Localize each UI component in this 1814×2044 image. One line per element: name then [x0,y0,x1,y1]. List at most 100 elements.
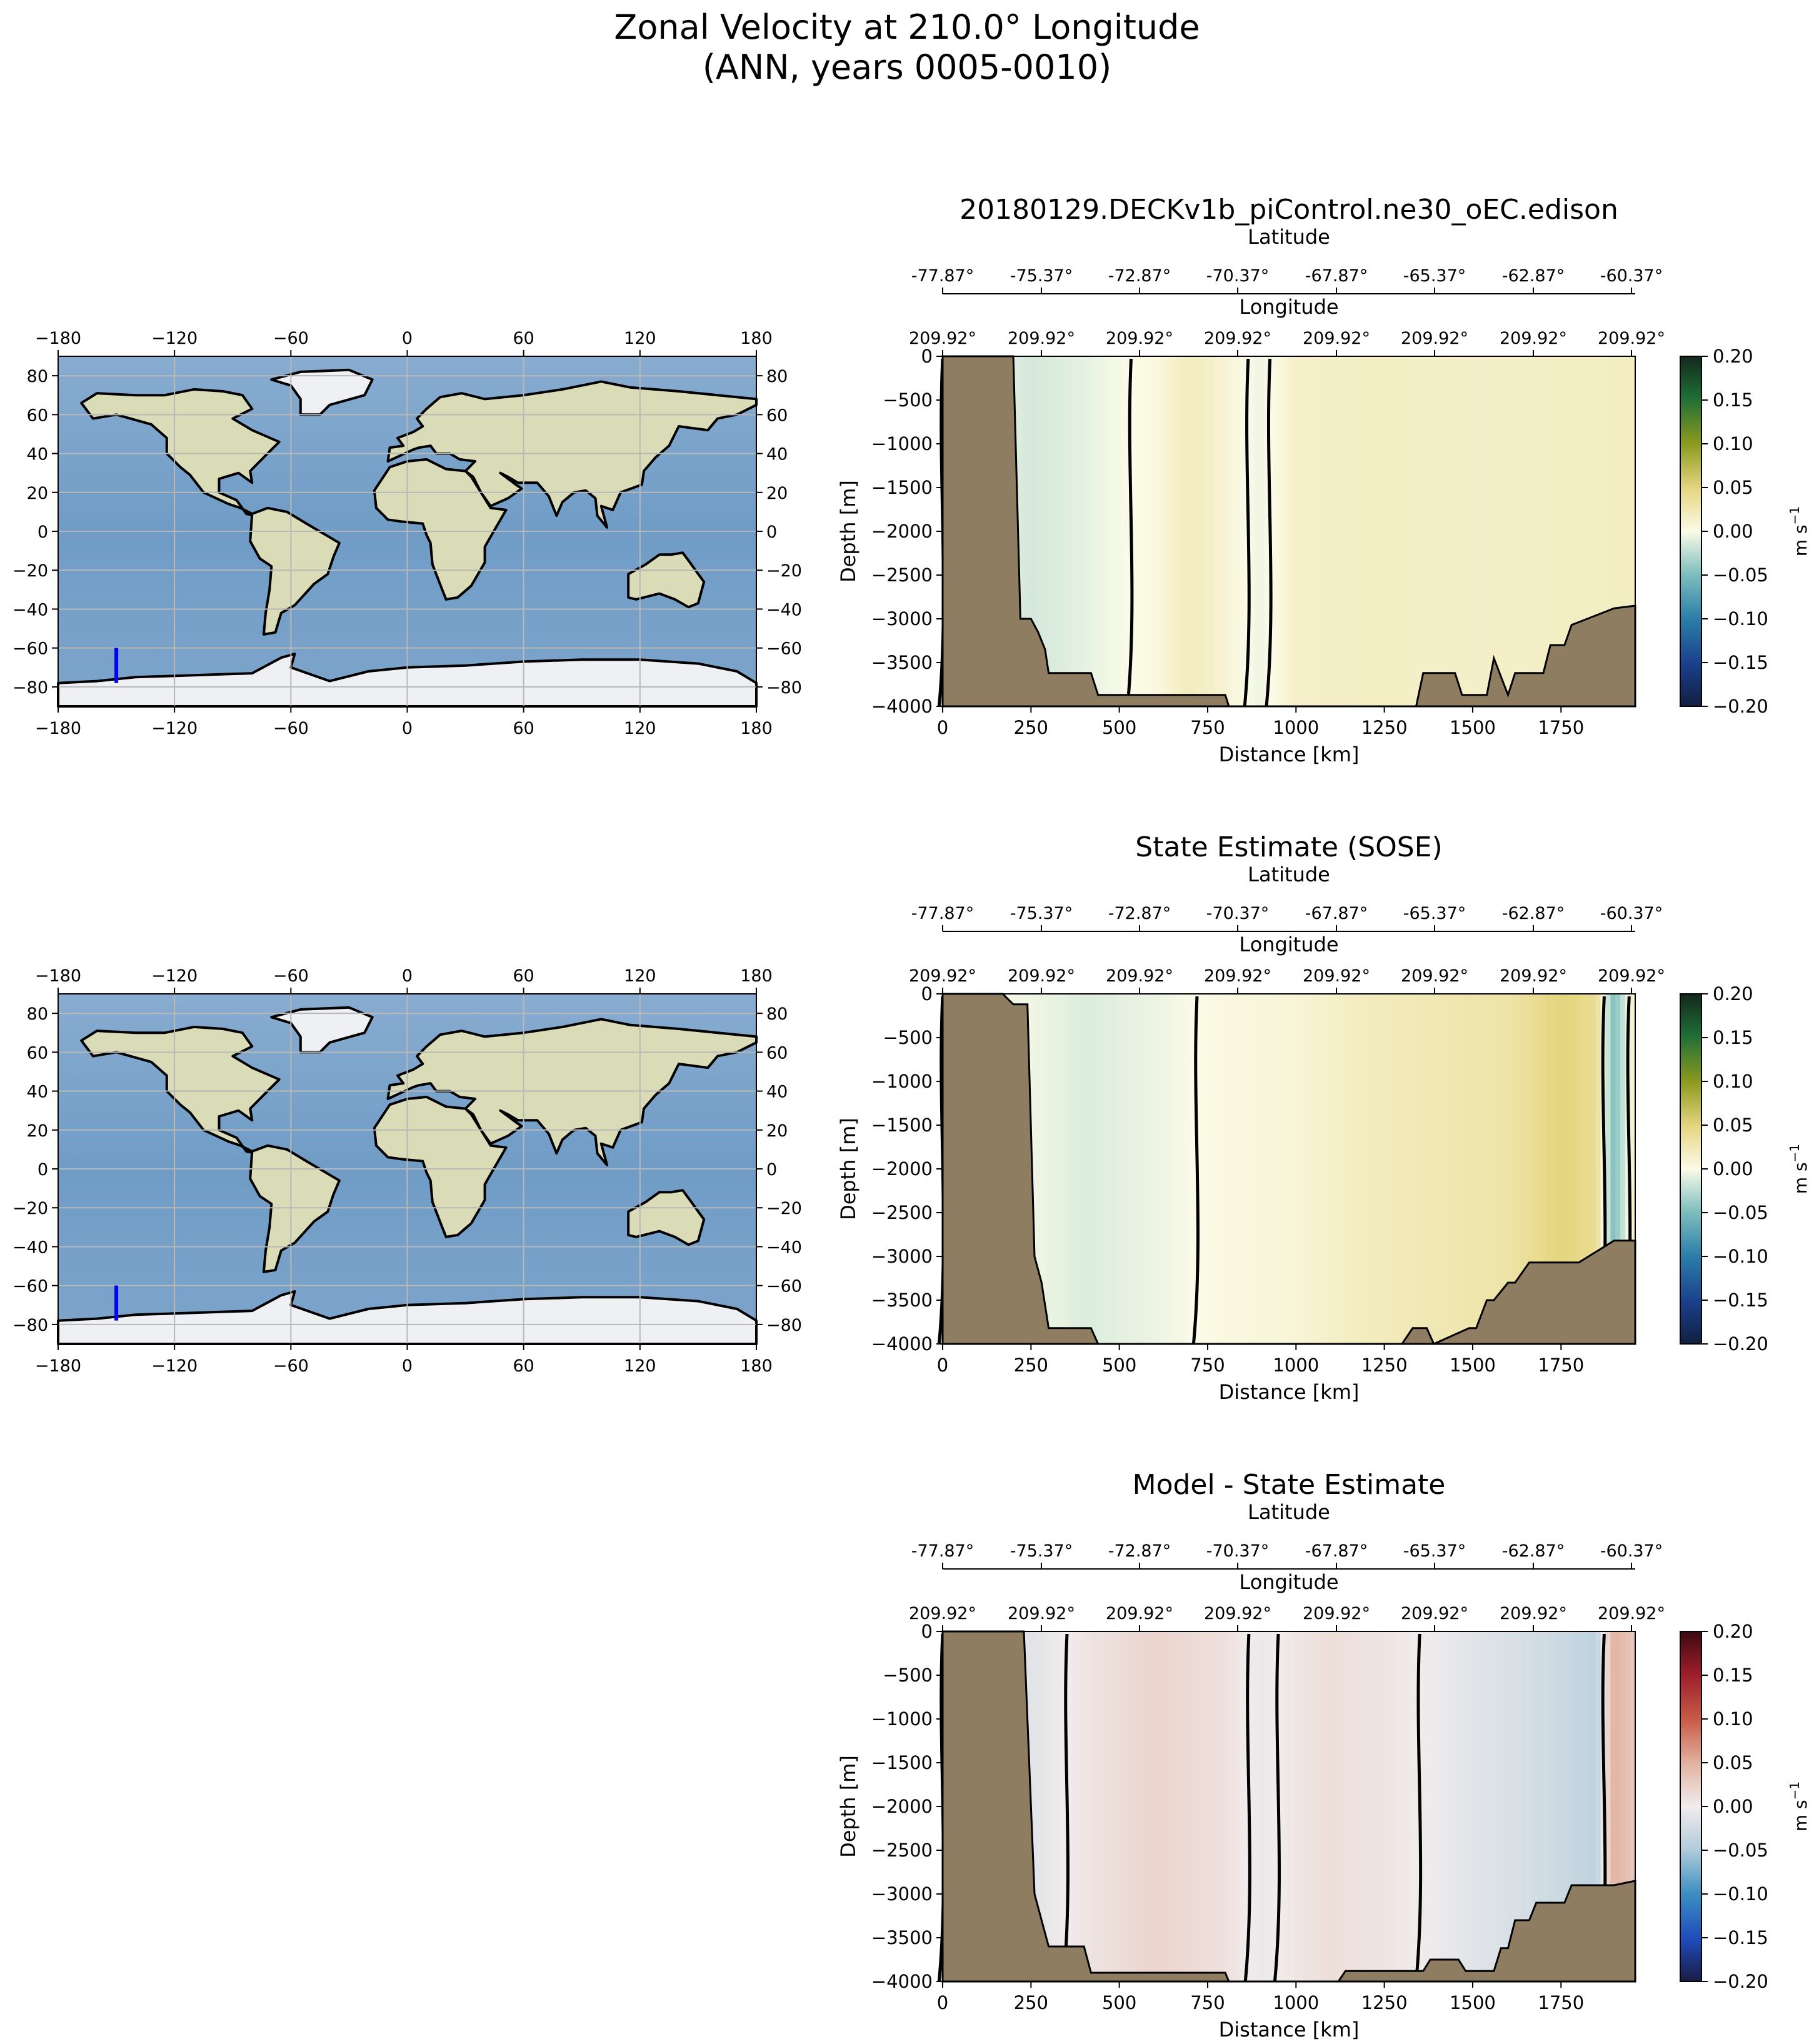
velocity-cell [1398,1631,1403,1981]
map-lon-tick-label-top: 180 [740,966,773,986]
velocity-cell [1620,356,1626,706]
velocity-cell [1595,356,1601,706]
velocity-cell [1452,994,1458,1344]
velocity-cell [1471,1631,1478,1981]
velocity-cell [1165,994,1171,1344]
velocity-cell [1595,1631,1601,1981]
velocity-cell [1220,356,1225,706]
velocity-cell [1403,356,1408,706]
velocity-cell [1066,1631,1072,1981]
velocity-cell [1476,356,1483,706]
velocity-cell [1491,356,1497,706]
colorbar-label: m s−1 [1787,1781,1811,1831]
velocity-cell [1353,1631,1359,1981]
velocity-cell [1466,356,1473,706]
velocity-cell [1452,356,1458,706]
velocity-cell [1422,356,1428,706]
map-lon-tick-label-top: −120 [151,329,198,348]
velocity-cell [1190,356,1196,706]
longitude-tick-label: 209.92° [1500,966,1567,986]
velocity-cell [1239,356,1245,706]
latitude-axis-label: Latitude [1248,863,1330,886]
velocity-cell [1051,1631,1057,1981]
velocity-cell [1541,356,1547,706]
velocity-cell [1308,1631,1315,1981]
velocity-cell [1215,356,1220,706]
velocity-cell [1259,994,1265,1344]
map-lat-tick-label-left: 40 [27,445,48,464]
longitude-axis-label: Longitude [1239,295,1338,319]
latitude-axis-label: Latitude [1248,225,1330,249]
velocity-cell [1205,1631,1210,1981]
velocity-cell [1036,356,1042,706]
velocity-cell [1432,356,1438,706]
x-tick-label: 0 [937,1992,948,2013]
velocity-cell [1170,994,1176,1344]
velocity-cell [1239,1631,1245,1981]
y-tick-label: −2000 [871,1796,933,1817]
colorbar-tick-label: −0.20 [1713,696,1768,717]
velocity-cell [1536,356,1542,706]
velocity-cell [1403,994,1408,1344]
velocity-cell [1486,994,1493,1344]
latitude-tick-label: -70.37° [1206,904,1270,923]
velocity-cell [1630,994,1636,1344]
y-tick-label: −1500 [871,1752,933,1773]
latitude-tick-label: -72.87° [1108,266,1171,286]
velocity-cell [1353,356,1359,706]
velocity-cell [1116,994,1121,1344]
map-lon-tick-label-bottom: −180 [35,719,81,738]
velocity-cell [1363,356,1369,706]
velocity-cell [1457,1631,1463,1981]
velocity-cell [1383,994,1388,1344]
velocity-cell [1220,1631,1225,1981]
velocity-cell [1476,994,1483,1344]
velocity-cell [1076,356,1082,706]
colorbar-label: m s−1 [1787,506,1811,556]
velocity-cell [1338,1631,1344,1981]
y-tick-label: −1000 [871,1071,933,1092]
velocity-cell [1561,356,1566,706]
velocity-cell [1254,356,1260,706]
velocity-cell [1145,1631,1151,1981]
velocity-cell [1462,1631,1468,1981]
velocity-cell [1120,1631,1126,1981]
velocity-cell [1185,994,1191,1344]
velocity-cell [1175,1631,1181,1981]
map-lon-tick-label-bottom: −120 [151,1356,198,1376]
map-lat-tick-label-left: −80 [13,1316,48,1335]
velocity-cell [1358,994,1364,1344]
velocity-cell [1210,1631,1215,1981]
latitude-tick-label: -72.87° [1108,904,1171,923]
velocity-cell [1323,356,1329,706]
figure-title-line1: Zonal Velocity at 210.0° Longitude [614,8,1200,47]
velocity-cell [1145,356,1151,706]
longitude-tick-label: 209.92° [1401,329,1468,348]
x-tick-label: 1250 [1361,1355,1408,1376]
velocity-cell [1160,1631,1166,1981]
velocity-cell [1521,1631,1527,1981]
velocity-cell [1363,1631,1369,1981]
velocity-cell [1036,994,1042,1344]
colorbar-tick-label: 0.20 [1713,346,1753,367]
map-lat-tick-label-right: −80 [766,678,802,698]
velocity-cell [1378,1631,1383,1981]
velocity-cell [1086,1631,1092,1981]
velocity-cell [1230,994,1235,1344]
x-tick-label: 1500 [1450,717,1496,738]
velocity-cell [1506,356,1512,706]
longitude-tick-label: 209.92° [1204,1604,1271,1623]
velocity-cell [1398,994,1403,1344]
velocity-cell [1501,994,1507,1344]
x-tick-label: 750 [1190,1355,1225,1376]
velocity-cell [1383,1631,1388,1981]
velocity-cell [1175,356,1181,706]
map-lon-tick-label-top: −60 [273,329,309,348]
velocity-cell [1274,356,1280,706]
x-tick-label: 1750 [1538,717,1584,738]
velocity-cell [1412,994,1418,1344]
velocity-cell [1116,356,1121,706]
velocity-cell [1343,1631,1349,1981]
velocity-cell [1303,356,1310,706]
map-lon-tick-label-bottom: 180 [740,1356,773,1376]
